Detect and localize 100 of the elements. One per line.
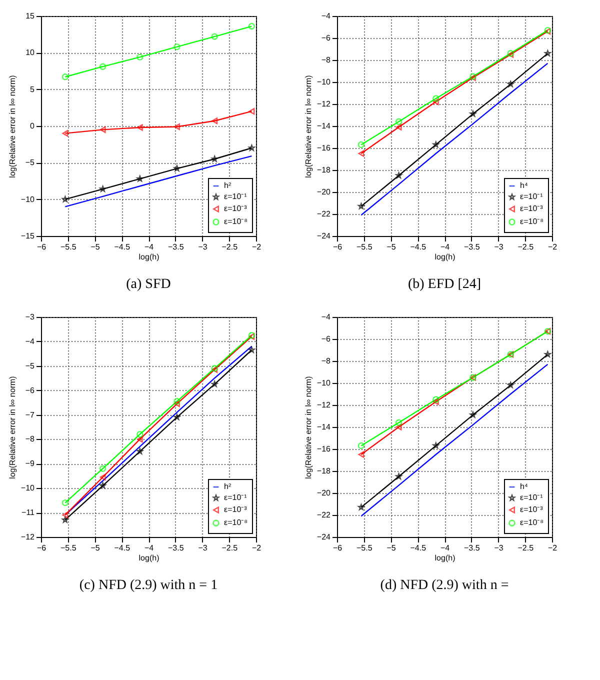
x-tick-label: −3 bbox=[494, 242, 504, 252]
y-axis-title: log(Relative error in l∞ norm) bbox=[8, 74, 17, 178]
x-tick-label: −5.5 bbox=[356, 242, 373, 252]
text: (d) NFD (2.9) with n = bbox=[380, 578, 509, 593]
x-tick-label: −2 bbox=[548, 544, 558, 552]
point bbox=[62, 512, 68, 518]
x-axis-title: log(h) bbox=[434, 554, 456, 562]
y-tick-label: −10 bbox=[316, 78, 332, 86]
point bbox=[396, 124, 402, 130]
y-tick-label: −5 bbox=[25, 361, 36, 370]
x-tick-label: −5.5 bbox=[60, 242, 77, 252]
y-axis-title: log(Relative error in l∞ norm) bbox=[304, 74, 313, 178]
y-tick-label: −9 bbox=[25, 459, 36, 468]
point bbox=[100, 482, 106, 488]
point bbox=[395, 118, 402, 125]
x-tick-label: −5.5 bbox=[356, 544, 373, 552]
point bbox=[358, 504, 364, 510]
point bbox=[174, 400, 180, 408]
x-tick-label: −6 bbox=[36, 544, 47, 552]
x-tick-label: −5 bbox=[386, 242, 396, 252]
x-tick-label: −4 bbox=[144, 242, 154, 252]
y-tick-label: −4 bbox=[321, 312, 332, 322]
legend-label: ε=10⁻¹ bbox=[520, 192, 544, 201]
y-tick-label: −12 bbox=[316, 400, 332, 410]
point bbox=[174, 123, 180, 130]
point bbox=[396, 473, 402, 480]
point bbox=[507, 382, 514, 388]
x-axis-title: log(h) bbox=[434, 252, 456, 262]
point bbox=[136, 175, 144, 182]
legend-label: ε=10⁻¹ bbox=[224, 192, 248, 201]
point bbox=[136, 436, 143, 443]
y-tick-label: −14 bbox=[316, 422, 332, 432]
point bbox=[211, 33, 218, 40]
y-tick-label: −22 bbox=[316, 510, 332, 520]
y-axis-title: log(Relative error in l∞ norm) bbox=[304, 376, 313, 479]
point bbox=[432, 396, 440, 403]
y-tick-label: −14 bbox=[316, 122, 332, 130]
point bbox=[396, 424, 402, 430]
point bbox=[136, 124, 143, 131]
point bbox=[395, 419, 402, 426]
y-tick-label: −8 bbox=[321, 356, 332, 366]
legend-label: ε=10⁻³ bbox=[520, 505, 544, 514]
point bbox=[174, 43, 180, 50]
legend-label: ε=10⁻³ bbox=[520, 204, 544, 213]
x-tick-label: −2 bbox=[548, 242, 558, 252]
y-tick-label: −18 bbox=[316, 166, 332, 174]
x-tick-label: −4.5 bbox=[410, 242, 427, 252]
point bbox=[62, 516, 68, 523]
x-tick-label: −6 bbox=[332, 544, 343, 552]
x-tick-label: −2.5 bbox=[222, 544, 238, 552]
x-tick-label: −3.5 bbox=[464, 242, 480, 252]
point bbox=[432, 98, 439, 106]
x-tick-label: −4.5 bbox=[410, 544, 427, 552]
point bbox=[212, 118, 218, 124]
y-tick-label: −18 bbox=[316, 466, 332, 476]
x-tick-label: −3.5 bbox=[168, 544, 184, 552]
x-tick-label: −3.5 bbox=[168, 242, 184, 252]
text: (c) NFD (2.9) with n = 1 bbox=[79, 578, 218, 593]
y-tick-label: −8 bbox=[25, 434, 36, 444]
y-axis-title: log(Relative error in l∞ norm) bbox=[8, 376, 17, 479]
point bbox=[100, 474, 106, 480]
point bbox=[211, 380, 218, 388]
legend-label: h² bbox=[224, 482, 232, 491]
y-tick-label: −10 bbox=[316, 378, 332, 388]
y-tick-label: −24 bbox=[316, 532, 332, 542]
y-tick-label: −12 bbox=[20, 532, 36, 542]
point bbox=[432, 141, 440, 148]
legend-label: h⁴ bbox=[520, 181, 528, 190]
point bbox=[507, 80, 514, 88]
y-tick-label: 0 bbox=[30, 122, 36, 130]
point bbox=[100, 186, 106, 192]
x-tick-label: −3 bbox=[198, 242, 208, 252]
point bbox=[62, 196, 68, 202]
point bbox=[62, 130, 68, 137]
y-tick-label: −6 bbox=[25, 386, 36, 395]
y-tick-label: −12 bbox=[316, 100, 332, 108]
y-tick-label: −6 bbox=[321, 34, 332, 42]
point bbox=[248, 108, 255, 115]
point bbox=[136, 448, 144, 454]
y-tick-label: −7 bbox=[25, 410, 36, 420]
y-tick-label: −11 bbox=[22, 508, 36, 518]
legend-label: ε=10⁻¹ bbox=[224, 493, 248, 502]
x-tick-label: −4 bbox=[144, 544, 154, 552]
legend-label: ε=10⁻⁸ bbox=[224, 217, 248, 226]
point bbox=[358, 150, 364, 157]
point bbox=[99, 465, 106, 472]
y-tick-label: −8 bbox=[321, 56, 332, 64]
x-tick-label: −4 bbox=[440, 544, 450, 552]
y-tick-label: 15 bbox=[26, 12, 36, 20]
point bbox=[100, 126, 106, 134]
x-tick-label: −2 bbox=[252, 242, 262, 252]
x-tick-label: −3.5 bbox=[464, 544, 480, 552]
point bbox=[432, 95, 440, 102]
y-tick-label: −10 bbox=[20, 484, 36, 493]
point bbox=[358, 451, 364, 458]
y-tick-label: −3 bbox=[25, 312, 36, 322]
x-tick-label: −5 bbox=[90, 242, 100, 252]
text: (b) EFD [24] bbox=[408, 277, 482, 292]
x-tick-label: −4.5 bbox=[114, 242, 131, 252]
x-axis-title: log(h) bbox=[138, 554, 160, 562]
